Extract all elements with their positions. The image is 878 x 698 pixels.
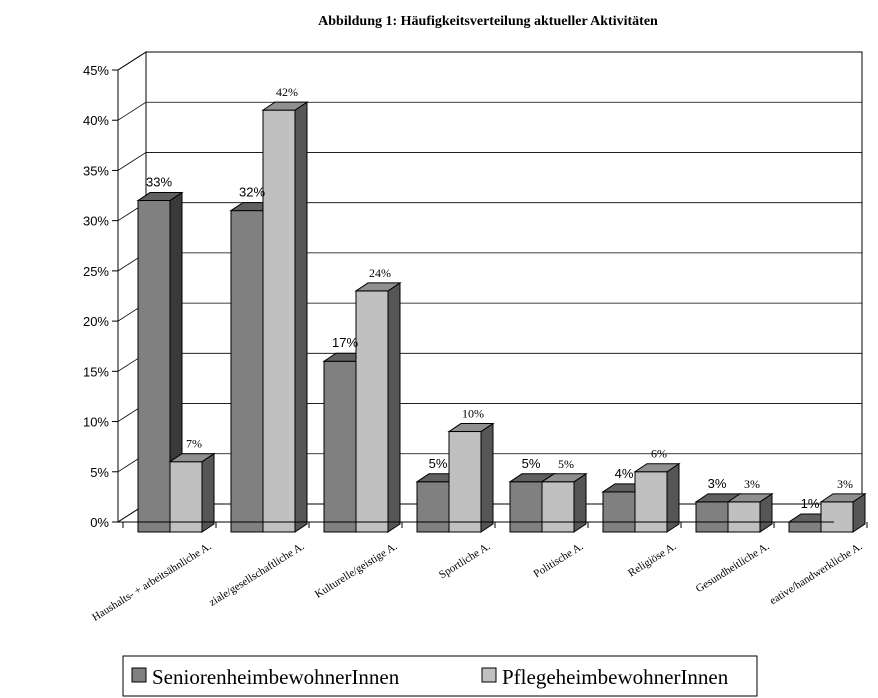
legend-box	[122, 655, 758, 697]
bar-pflege-front	[169, 461, 203, 533]
legend: SeniorenheimbewohnerInnen Pflegeheimbewoh…	[122, 655, 758, 697]
y-tick-label: 10%	[83, 415, 109, 430]
data-label-pflege: 10%	[462, 407, 484, 421]
x-tick-label: Sportliche A.	[437, 540, 493, 581]
x-tick-label: Haushalts- + arbeitsähnliche A.	[90, 540, 214, 624]
bar-senioren-front	[788, 521, 822, 533]
bar-senioren	[136, 191, 184, 533]
bar-senioren-front	[230, 210, 264, 533]
bar-pflege-side	[573, 472, 587, 533]
data-label-pflege: 7%	[186, 437, 202, 451]
y-tick-label: 40%	[83, 113, 109, 128]
legend-label-senioren: SeniorenheimbewohnerInnen	[152, 665, 400, 689]
y-tick-label: 15%	[83, 364, 109, 379]
bar-pflege-top	[633, 463, 681, 473]
bar-pflege-front	[355, 290, 389, 533]
data-label-senioren: 3%	[708, 476, 727, 491]
legend-swatch-senioren	[131, 667, 147, 683]
y-tick-label: 30%	[83, 214, 109, 229]
y-tick-label: 25%	[83, 264, 109, 279]
data-label-senioren: 5%	[429, 456, 448, 471]
legend-label-pflege: PflegeheimbewohnerInnen	[502, 665, 729, 689]
bar-senioren-front	[509, 481, 543, 533]
data-label-pflege: 3%	[744, 477, 760, 491]
bar-pflege-front	[634, 471, 668, 533]
bar-pflege-front	[541, 481, 575, 533]
x-axis: Haushalts- + arbeitsähnliche A.ziale/ges…	[90, 521, 868, 624]
data-label-senioren: 32%	[239, 185, 265, 200]
bar-pflege-front	[820, 501, 854, 533]
x-tick-label: Kulturelle/geistige A.	[313, 540, 400, 600]
bar-pflege-front	[727, 501, 761, 533]
y-axis: 0% 5% 10% 15% 20% 25% 30% 35% 40% 45%	[83, 63, 119, 530]
bar-pflege	[261, 101, 309, 533]
data-label-pflege: 3%	[837, 477, 853, 491]
y-tick-label: 35%	[83, 163, 109, 178]
bar-pflege-top	[168, 453, 216, 463]
bar-pflege-top	[540, 473, 588, 483]
x-tick-label: Politische A.	[532, 540, 586, 580]
bar-pflege	[540, 472, 588, 533]
gridline-side	[117, 101, 147, 121]
x-tick-label: Gesundheitliche A.	[694, 540, 772, 595]
bar-pflege-top	[447, 423, 495, 433]
gridline-side	[117, 51, 147, 71]
data-label-senioren: 33%	[146, 175, 172, 190]
data-label-senioren: 1%	[801, 496, 820, 511]
data-label-pflege: 42%	[276, 85, 298, 99]
bar-pflege-front	[448, 431, 482, 533]
y-tick-label: 45%	[83, 63, 109, 78]
bar-pflege-top	[261, 101, 309, 111]
data-labels: 33% 7% 32% 42% 17% 24% 5% 10% 5% 5% 4% 6% 3% 3% 1% 3%	[146, 85, 853, 511]
bar-pflege-top	[819, 493, 867, 503]
bar-pflege-side	[294, 101, 308, 533]
data-label-senioren: 5%	[522, 456, 541, 471]
bar-pflege	[168, 452, 216, 533]
bar-pflege	[726, 492, 774, 533]
data-label-senioren: 4%	[615, 466, 634, 481]
y-tick-label: 5%	[90, 465, 109, 480]
legend-swatch-pflege	[481, 667, 497, 683]
bar-pflege-side	[480, 422, 494, 533]
y-tick-label: 20%	[83, 314, 109, 329]
bar-pflege-front	[262, 109, 296, 533]
bar-pflege	[447, 422, 495, 533]
data-label-pflege: 5%	[558, 457, 574, 471]
bar-senioren-front	[323, 360, 357, 533]
bar-pflege	[354, 281, 402, 533]
bar-senioren-top	[136, 192, 184, 202]
y-tick-label: 0%	[90, 515, 109, 530]
bar-pflege-side	[387, 281, 401, 533]
bar-senioren-front	[416, 481, 450, 533]
bar-pflege-side	[201, 452, 215, 533]
data-label-senioren: 17%	[332, 335, 358, 350]
bar-pflege-top	[354, 282, 402, 292]
bars	[136, 101, 867, 533]
x-tick-label: Religiöse A.	[626, 540, 679, 579]
data-label-pflege: 24%	[369, 266, 391, 280]
bar-senioren-front	[602, 491, 636, 533]
bar-senioren-front	[137, 200, 171, 533]
bar-pflege	[819, 492, 867, 533]
gridline-side	[117, 152, 147, 171]
chart-title: Abbildung 1: Häufigkeitsverteilung aktue…	[318, 14, 658, 29]
bar-pflege-top	[726, 493, 774, 503]
bar-senioren-front	[695, 501, 729, 533]
x-tick-label: eative/handwerkliche A.	[768, 540, 865, 607]
data-label-pflege: 6%	[651, 447, 667, 461]
x-tick-label: ziale/gesellschaftliche A.	[207, 540, 307, 609]
